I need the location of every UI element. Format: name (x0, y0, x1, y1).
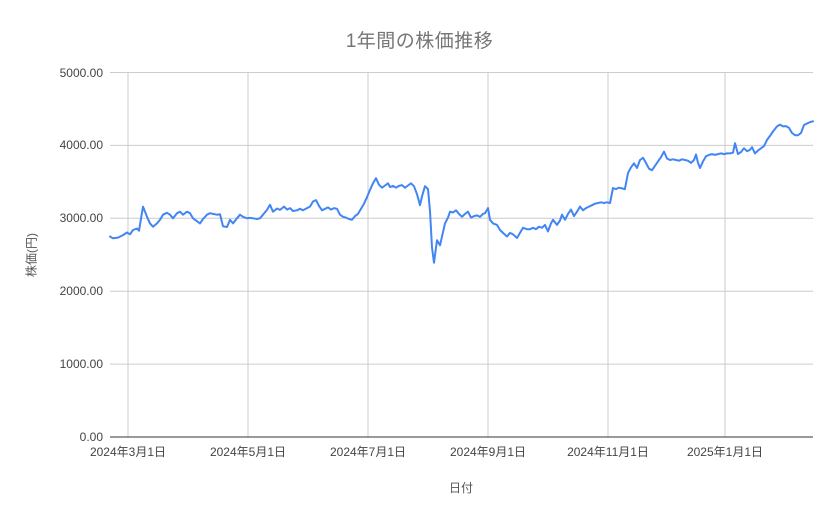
x-tick-label: 2024年5月1日 (209, 445, 287, 459)
y-tick-label: 2000.00 (59, 284, 103, 299)
y-axis-title: 株価(円) (24, 233, 39, 277)
y-tick-label: 0.00 (79, 430, 103, 444)
x-tick-label: 2024年3月1日 (89, 445, 167, 459)
x-tick-label: 2024年11月1日 (567, 445, 649, 459)
price-line (109, 120, 814, 264)
x-tick-label: 2024年7月1日 (329, 445, 407, 459)
y-tick-label: 5000.00 (59, 65, 103, 80)
y-tick-label: 3000.00 (59, 211, 103, 226)
y-tick-label: 1000.00 (59, 357, 103, 372)
y-tick-label: 4000.00 (59, 138, 103, 153)
x-axis-title: 日付 (448, 481, 474, 495)
chart-title: 1年間の株価推移 (345, 31, 494, 52)
x-tick-label: 2025年1月1日 (686, 445, 764, 459)
x-tick-label: 2024年9月1日 (449, 445, 527, 459)
